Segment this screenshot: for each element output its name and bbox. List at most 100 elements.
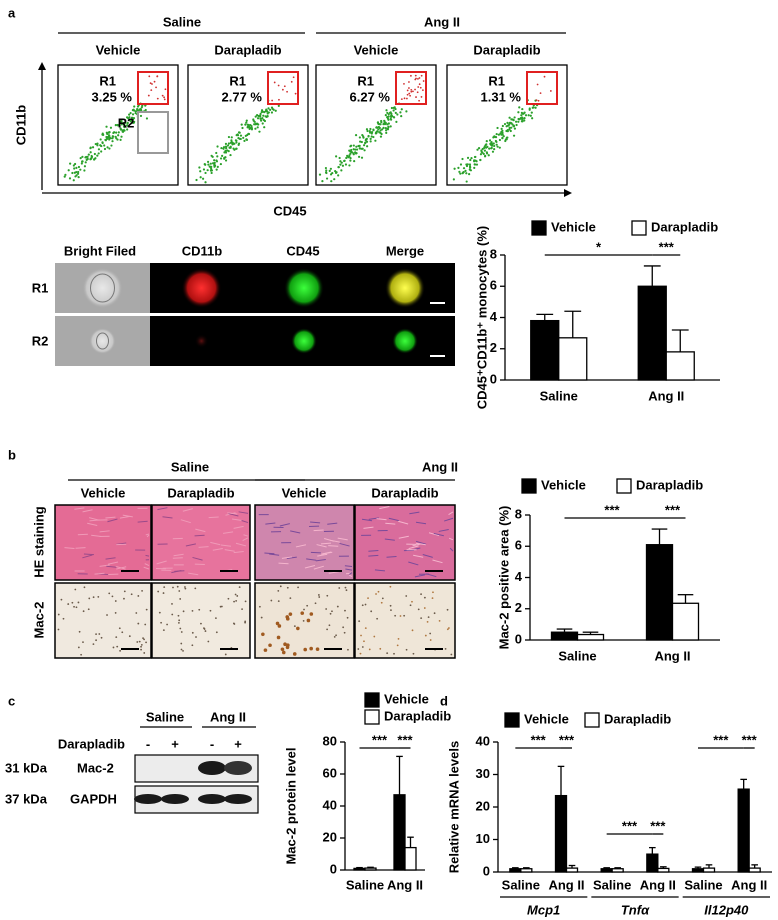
flow-event [473, 163, 476, 166]
flow-event [89, 151, 92, 154]
stain-dot [270, 599, 273, 602]
stain-dot [394, 614, 397, 617]
flow-event [452, 178, 455, 181]
tissue-fiber [327, 522, 338, 525]
gate-name: R1 [357, 73, 374, 88]
tissue-fiber [414, 574, 426, 578]
gate-r1 [267, 71, 299, 105]
flow-event [341, 164, 345, 167]
flow-event [379, 129, 382, 132]
flow-event [366, 145, 369, 148]
flow-event [215, 159, 218, 162]
flow-event [367, 134, 370, 138]
flow-event [490, 144, 494, 147]
flow-event [349, 152, 352, 155]
gated-event [422, 80, 425, 82]
tissue-fiber [241, 520, 249, 524]
legend-label: Vehicle [384, 691, 429, 706]
gated-event [163, 96, 165, 99]
axis-label: CD45 [273, 203, 306, 218]
cell [291, 328, 317, 354]
flow-event [213, 159, 216, 162]
flow-event [468, 168, 471, 171]
gated-event [418, 99, 420, 102]
x-tick-label: Ang II [387, 877, 423, 892]
gated-event [403, 97, 406, 100]
flow-event [379, 123, 382, 126]
gated-event [149, 82, 152, 85]
flow-event [250, 128, 254, 131]
stain-dot [412, 652, 415, 655]
flow-event [400, 108, 403, 111]
stain-dot [292, 652, 297, 656]
x-tick-label: Ang II [548, 877, 584, 892]
stain-dot [424, 634, 427, 637]
flow-event [474, 155, 477, 159]
stain-dot [417, 608, 420, 611]
legend-label: Vehicle [551, 219, 596, 234]
tissue-fiber [99, 564, 110, 567]
flow-event [113, 131, 116, 134]
tissue-fiber [122, 514, 133, 518]
flow-event [269, 108, 272, 111]
flow-event [363, 149, 366, 152]
stain-dot [97, 595, 100, 598]
stain-dot [116, 645, 119, 648]
stain-dot [236, 595, 239, 597]
flow-event [468, 173, 471, 176]
cell [194, 334, 209, 348]
flow-event [498, 146, 501, 149]
tissue-fiber [304, 564, 316, 569]
flow-event [338, 156, 341, 160]
tissue-fiber [195, 528, 206, 533]
flow-event [64, 173, 67, 176]
flow-event [96, 142, 99, 145]
stain-dot [233, 623, 236, 625]
flow-event [476, 148, 479, 151]
y-tick-label: 6 [515, 538, 522, 553]
flow-event [229, 145, 232, 148]
flow-event [466, 156, 470, 159]
significance-label: *** [713, 732, 729, 747]
tissue-fiber [174, 570, 185, 572]
stain-dot [57, 628, 60, 631]
gate-r1 [137, 71, 169, 105]
blot-band [224, 761, 252, 775]
flow-event [357, 155, 361, 158]
stain-dot [376, 617, 379, 620]
stain-dot [130, 593, 133, 596]
micrograph [355, 583, 455, 658]
flow-event [206, 169, 209, 172]
significance-label: *** [531, 732, 547, 747]
flow-event [219, 157, 223, 160]
flow-event [86, 155, 89, 158]
tissue-fiber [317, 553, 328, 557]
tissue-fiber [368, 554, 379, 557]
flow-event [63, 175, 66, 178]
flow-event [325, 169, 328, 172]
stain-dot [280, 647, 285, 652]
flow-event [527, 114, 530, 117]
flow-event [243, 139, 246, 142]
flow-event [262, 114, 265, 117]
flow-event [508, 116, 511, 119]
x-tick-label: Saline [502, 877, 540, 892]
flow-event [361, 147, 364, 150]
stain-dot [368, 648, 371, 651]
tissue-fiber [64, 547, 75, 550]
flow-event [118, 124, 121, 127]
tissue-fiber [368, 517, 379, 520]
bar [576, 633, 605, 641]
tissue-fiber [143, 566, 150, 570]
bar [520, 868, 533, 873]
flow-plot [315, 64, 437, 186]
tissue-fiber [228, 513, 239, 517]
flow-event [350, 151, 353, 154]
bar [530, 319, 560, 381]
micrograph [152, 505, 250, 580]
flow-event [349, 159, 352, 162]
gated-event [406, 93, 409, 96]
group-label: Il12p40 [704, 902, 749, 917]
tissue-fiber [145, 533, 150, 536]
stain-dot [244, 600, 247, 603]
